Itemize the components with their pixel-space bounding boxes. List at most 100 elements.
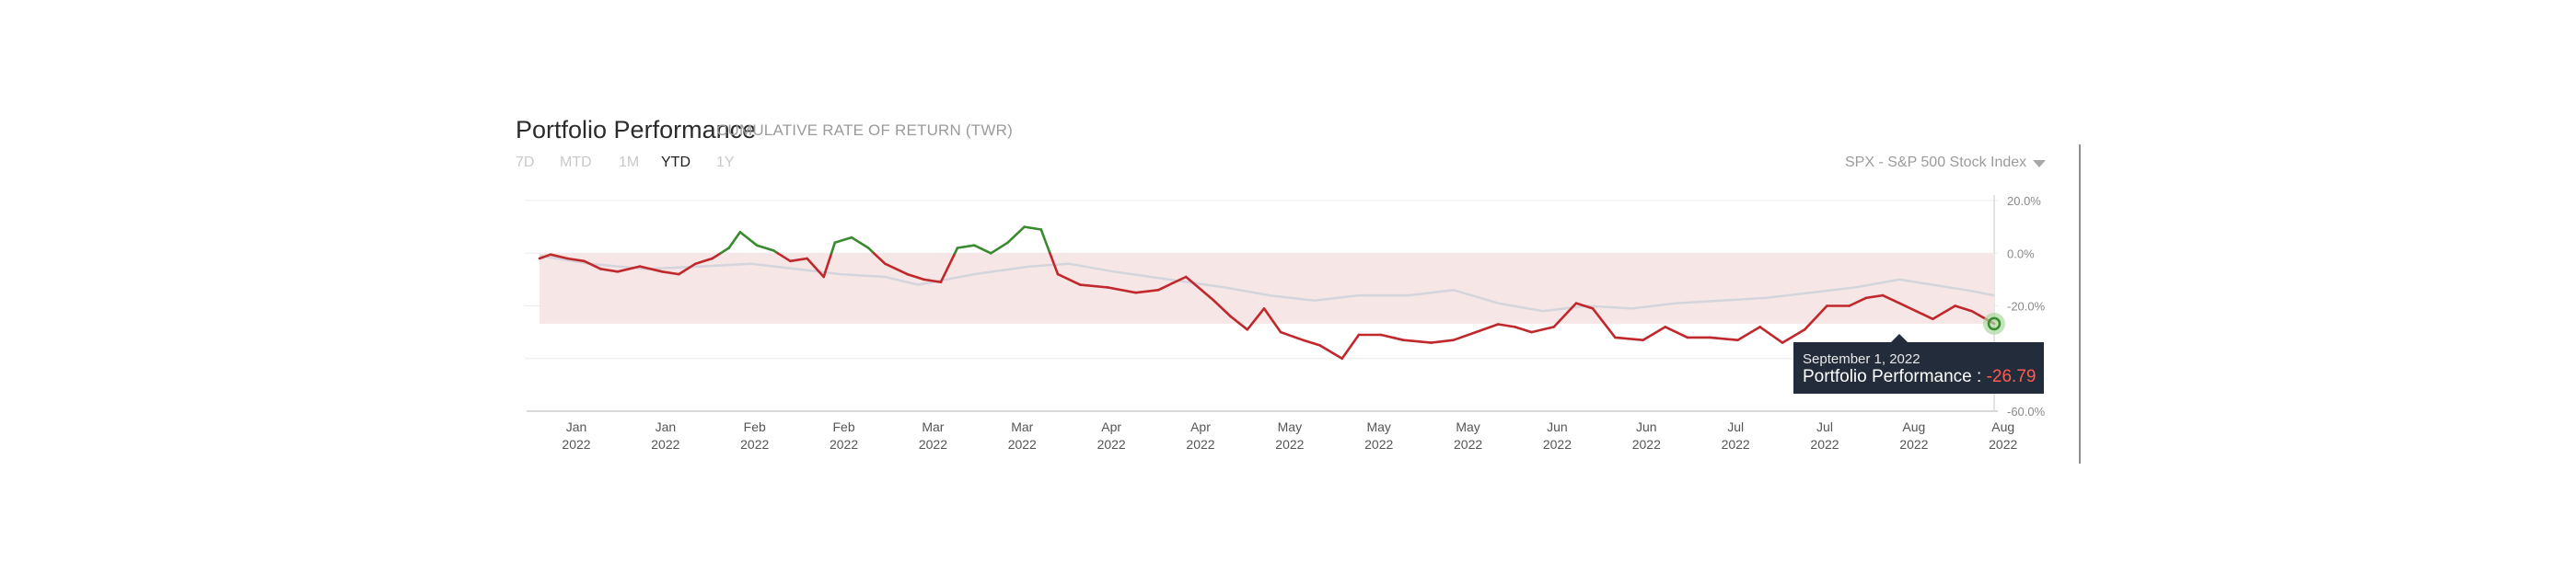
- benchmark-line: [539, 254, 1995, 313]
- x-tick-label: Aug 2022: [1899, 419, 1928, 452]
- negative-region-fill: [540, 253, 1994, 324]
- y-tick-label: -20.0%: [2007, 300, 2046, 314]
- x-tick-label: Apr 2022: [1097, 419, 1126, 452]
- portfolio-line-segment: [972, 244, 992, 255]
- x-tick-year: 2022: [651, 437, 679, 452]
- tab-ytd[interactable]: YTD: [661, 155, 690, 170]
- x-tick-month: Feb: [744, 419, 766, 434]
- tooltip-value: -26.79: [1986, 367, 2036, 386]
- portfolio-line-segment: [1279, 330, 1305, 342]
- portfolio-line-segment: [1642, 326, 1667, 342]
- tab-1m[interactable]: 1M: [619, 155, 640, 170]
- portfolio-line-segment: [956, 244, 976, 249]
- portfolio-line-segment: [872, 251, 887, 266]
- portfolio-line-segment: [1134, 288, 1160, 294]
- title-row: Portfolio Performance CUMULATIVE RATE OF…: [516, 110, 1712, 151]
- portfolio-line-segment: [1530, 326, 1556, 334]
- portfolio-line-segment: [1664, 326, 1689, 339]
- x-tick-year: 2022: [1186, 437, 1214, 452]
- x-tick-label: Jun 2022: [1543, 419, 1572, 452]
- portfolio-line-segment: [776, 251, 792, 263]
- portfolio-line-segment: [1932, 304, 1956, 321]
- x-tick-month: May: [1456, 419, 1479, 434]
- x-tick-month: Jan: [566, 419, 587, 434]
- chart-title: Portfolio Performance: [516, 116, 757, 144]
- benchmark-label: SPX - S&P 500 Stock Index: [1845, 155, 2027, 170]
- x-tick-label: May 2022: [1275, 419, 1304, 452]
- x-tick-year: 2022: [1810, 437, 1839, 452]
- portfolio-line-segment: [1184, 275, 1215, 303]
- portfolio-line-segment: [822, 251, 833, 279]
- portfolio-line-segment: [1736, 326, 1761, 342]
- x-tick-year: 2022: [740, 437, 769, 452]
- portfolio-line-segment: [883, 262, 909, 276]
- portfolio-line-segment: [583, 259, 602, 270]
- x-tick-year: 2022: [1543, 437, 1572, 452]
- portfolio-line-segment: [1881, 293, 1901, 304]
- portfolio-line-segment: [1591, 307, 1617, 339]
- x-tick-year: 2022: [1899, 437, 1928, 452]
- chevron-down-icon: [2033, 160, 2046, 167]
- y-axis-ticks: 20.0% 0.0% -20.0% -60.0%: [2007, 194, 2046, 419]
- x-tick-label: Jan 2022: [562, 419, 590, 452]
- x-tick-year: 2022: [1454, 437, 1482, 452]
- portfolio-line-segment: [1049, 251, 1060, 276]
- portfolio-line-segment: [1006, 225, 1026, 245]
- hover-marker: [1983, 312, 2005, 335]
- x-tick-year: 2022: [1275, 437, 1304, 452]
- portfolio-line-segment: [1262, 307, 1282, 334]
- tab-7d[interactable]: 7D: [516, 155, 535, 170]
- portfolio-line-segment: [866, 247, 876, 255]
- portfolio-line-segment: [1213, 299, 1232, 318]
- portfolio-line-segment: [694, 257, 714, 266]
- x-tick-label: Mar 2022: [1008, 419, 1037, 452]
- portfolio-line-segment: [677, 262, 697, 276]
- x-tick-year: 2022: [1722, 437, 1750, 452]
- portfolio-line-segment: [1402, 339, 1433, 344]
- portfolio-line-segment: [1379, 333, 1405, 342]
- portfolio-line-segment: [1430, 339, 1456, 344]
- x-tick-label: May 2022: [1454, 419, 1482, 452]
- portfolio-line-segment: [1514, 326, 1533, 334]
- benchmark-select[interactable]: SPX - S&P 500 Stock Index: [1845, 155, 2057, 178]
- portfolio-line-segment: [1302, 339, 1321, 347]
- portfolio-line-segment: [599, 268, 620, 273]
- x-tick-label: Aug 2022: [1989, 419, 2017, 452]
- y-tick-label: 0.0%: [2007, 247, 2035, 260]
- x-axis-ticks: Jan 2022 Jan 2022 Feb 2022 Feb 2022 Mar 2022 Mar 20…: [562, 419, 2017, 452]
- portfolio-line-segment: [711, 251, 723, 260]
- portfolio-line-segment: [719, 247, 731, 255]
- portfolio-line-segment: [755, 244, 775, 252]
- portfolio-line-segment: [1897, 302, 1918, 313]
- portfolio-line-segment: [616, 265, 642, 273]
- x-tick-label: Feb 2022: [740, 419, 769, 452]
- x-tick-month: Aug: [1991, 419, 2014, 434]
- portfolio-series: [538, 225, 1996, 361]
- portfolio-line-segment: [1758, 326, 1784, 344]
- portfolio-line-segment: [922, 278, 943, 284]
- x-tick-label: Jul 2022: [1810, 419, 1839, 452]
- portfolio-line-segment: [833, 235, 853, 245]
- portfolio-line-segment: [1318, 344, 1343, 361]
- portfolio-line-segment: [538, 253, 552, 260]
- x-tick-year: 2022: [1364, 437, 1393, 452]
- portfolio-line-segment: [549, 253, 569, 260]
- x-tick-label: Feb 2022: [830, 419, 858, 452]
- x-tick-month: Mar: [1011, 419, 1033, 434]
- tab-mtd[interactable]: MTD: [560, 155, 592, 170]
- x-tick-year: 2022: [1989, 437, 2017, 452]
- y-tick-label: 20.0%: [2007, 194, 2041, 208]
- x-tick-year: 2022: [919, 437, 947, 452]
- x-tick-year: 2022: [1097, 437, 1126, 452]
- chart-tooltip: September 1, 2022 Portfolio Performance …: [1793, 334, 2044, 394]
- portfolio-line-segment: [1803, 304, 1828, 331]
- tab-1y[interactable]: 1Y: [716, 155, 735, 170]
- chart-subtitle: CUMULATIVE RATE OF RETURN (TWR): [716, 121, 1013, 139]
- portfolio-line-segment: [1039, 228, 1051, 255]
- panel-divider: [2079, 144, 2081, 464]
- x-tick-month: Jul: [1816, 419, 1833, 434]
- tooltip-series-label: Portfolio Performance: [1803, 367, 1972, 386]
- portfolio-line-segment: [1709, 336, 1739, 342]
- portfolio-line-segment: [1474, 323, 1500, 334]
